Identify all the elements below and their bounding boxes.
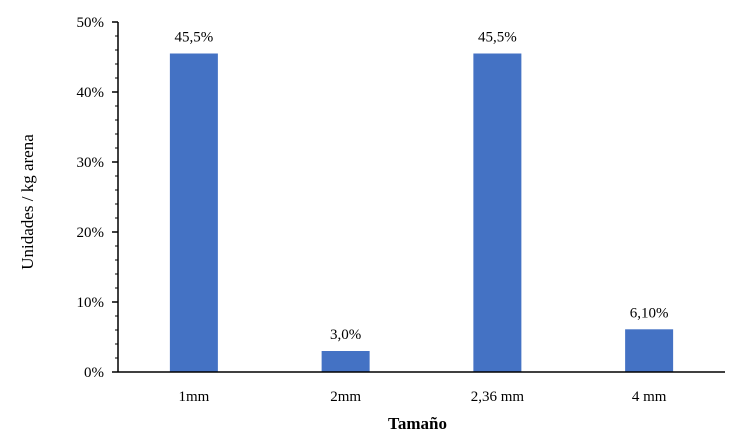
bar-data-label: 45,5% — [175, 30, 214, 46]
x-tick-label: 1mm — [178, 389, 209, 405]
y-tick-label: 50% — [77, 15, 105, 31]
x-axis-title: Tamaño — [388, 414, 447, 433]
y-tick-label: 10% — [77, 295, 105, 311]
bar — [321, 351, 370, 372]
bar — [625, 329, 674, 372]
bar-data-label: 45,5% — [478, 30, 517, 46]
bar — [169, 53, 218, 372]
y-tick-label: 20% — [77, 225, 105, 241]
x-tick-label: 2mm — [330, 389, 361, 405]
bar-data-label: 3,0% — [330, 327, 361, 343]
x-tick-label: 4 mm — [632, 389, 667, 405]
bar-data-label: 6,10% — [630, 305, 669, 321]
y-tick-label: 40% — [77, 85, 105, 101]
y-tick-label: 0% — [84, 365, 104, 381]
x-tick-label: 2,36 mm — [471, 389, 525, 405]
bar — [473, 53, 522, 372]
y-axis-ticks: 0% 10% 20% 30% 40% 50% — [77, 15, 118, 381]
data-labels: 45,5% 3,0% 45,5% 6,10% — [175, 30, 669, 344]
x-axis-ticks: 1mm 2mm 2,36 mm 4 mm — [178, 389, 666, 405]
y-tick-label: 30% — [77, 155, 105, 171]
bars — [169, 53, 674, 372]
y-axis-title: Unidades / kg arena — [18, 134, 37, 270]
